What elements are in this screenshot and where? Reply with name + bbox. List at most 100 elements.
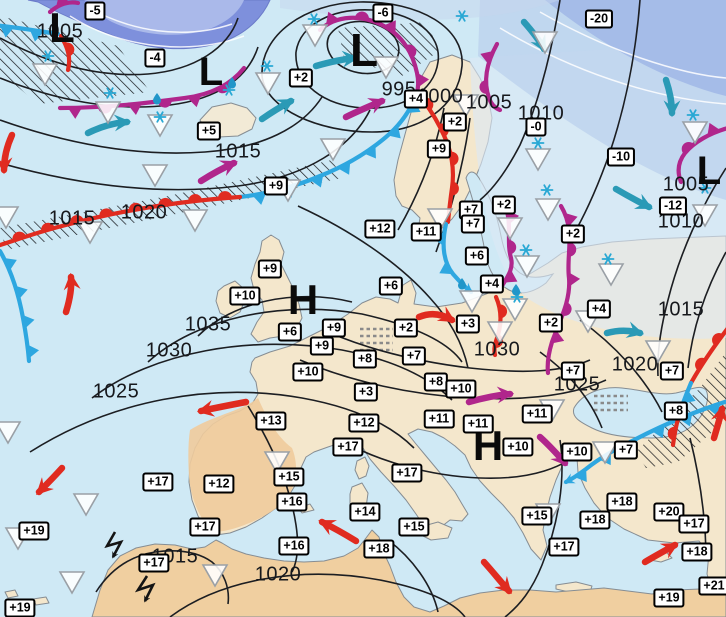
front-semicircle <box>355 11 369 20</box>
front-triangle <box>417 73 430 88</box>
red-flow-arrow <box>415 306 456 324</box>
front-semicircle <box>406 44 417 58</box>
land-region <box>32 596 50 606</box>
red-flow-arrow <box>62 272 81 316</box>
cold-front <box>0 248 40 364</box>
red-flow-arrow <box>0 131 16 175</box>
isobar-line <box>169 573 466 617</box>
snowflake-symbol <box>153 111 167 123</box>
front-triangle <box>0 25 14 38</box>
isobar-line <box>687 251 726 369</box>
front-triangle <box>551 330 565 344</box>
front-triangle <box>3 257 17 271</box>
shower-triangle-symbol <box>691 204 719 228</box>
red-flow-arrow <box>641 541 679 566</box>
front-triangle <box>651 425 665 439</box>
shower-triangle-symbol <box>72 493 100 517</box>
snowflake-symbol <box>698 182 712 194</box>
front-semicircle <box>479 80 488 95</box>
purple-flow-arrow <box>197 159 238 185</box>
front-triangle <box>27 344 40 359</box>
land-region <box>4 589 19 599</box>
shower-triangle-symbol <box>301 24 329 48</box>
front-semicircle <box>508 240 517 255</box>
isobar-line <box>0 17 239 76</box>
purple-flow-arrow <box>342 97 386 121</box>
snowflake-symbol <box>686 109 700 121</box>
front-triangle <box>383 20 396 34</box>
front-triangle <box>682 390 696 404</box>
raindrop-symbol <box>228 77 236 89</box>
raindrop-symbol <box>512 284 520 296</box>
isobar-line <box>147 308 463 363</box>
shower-triangle-symbol <box>31 63 59 87</box>
teal-flow-arrow <box>662 76 681 118</box>
front-triangle <box>387 125 401 139</box>
isobar-line <box>261 1 463 133</box>
isobar-line <box>579 319 663 413</box>
front-triangle <box>29 29 44 42</box>
snowflake-symbol <box>455 10 469 22</box>
squall-symbol <box>104 531 124 559</box>
front-triangle <box>565 212 578 227</box>
front-triangle <box>56 0 70 7</box>
shower-triangle-symbol <box>58 571 86 595</box>
snowflake-symbol <box>307 13 321 25</box>
front-semicircle <box>499 304 508 319</box>
isobar-line <box>247 405 299 573</box>
shower-triangle-symbol <box>513 255 541 279</box>
front-semicircle <box>568 242 577 257</box>
front-semicircle <box>99 208 114 217</box>
isobar-line <box>575 0 641 231</box>
front-semicircle <box>128 202 143 211</box>
front-triangle <box>127 103 142 115</box>
teal-flow-arrow <box>603 321 645 338</box>
front-triangle <box>568 272 581 287</box>
shower-triangle-symbol <box>426 208 454 232</box>
isobar-line <box>504 439 563 617</box>
shower-triangle-symbol <box>681 121 709 145</box>
occluded-front <box>317 11 430 96</box>
cold-airmass-band <box>280 0 560 20</box>
front-semicircle <box>70 215 84 224</box>
shower-triangle-symbol <box>181 209 209 233</box>
isobar-line <box>29 391 415 453</box>
front-triangle <box>15 285 28 300</box>
isobar-line <box>95 550 230 605</box>
warm-front <box>58 33 75 73</box>
shower-triangle-symbol <box>372 56 400 80</box>
shower-triangle-symbol <box>0 206 20 230</box>
front-semicircle <box>157 99 172 108</box>
shower-triangle-symbol <box>644 340 672 364</box>
front-triangle <box>22 314 35 329</box>
snowflake-symbol <box>103 87 117 99</box>
front-triangle <box>439 261 453 275</box>
front-semicircle <box>218 191 233 199</box>
shower-triangle-symbol <box>534 198 562 222</box>
shower-triangle-symbol <box>0 421 22 445</box>
red-flow-arrow <box>480 558 513 595</box>
snowflake-symbol <box>531 137 545 149</box>
shower-triangle-symbol <box>146 114 174 138</box>
front-semicircle <box>562 302 572 316</box>
raindrop-symbol <box>153 93 161 105</box>
shower-triangle-symbol <box>496 217 524 241</box>
front-semicircle <box>158 197 173 206</box>
front-triangle <box>707 122 721 136</box>
front-triangle <box>310 174 324 188</box>
front-triangle <box>504 270 518 283</box>
isobar-line <box>297 205 469 369</box>
front-triangle <box>252 192 267 205</box>
front-semicircle <box>681 141 694 154</box>
teal-flow-arrow <box>258 97 295 123</box>
shower-triangle-symbol <box>486 321 514 345</box>
shower-triangle-symbol <box>201 564 229 588</box>
warm-front <box>667 416 681 448</box>
shower-triangle-symbol <box>458 290 486 314</box>
front-semicircle <box>450 181 459 196</box>
teal-flow-arrow <box>312 50 360 70</box>
occluded-front <box>676 122 726 185</box>
isobar-line <box>387 539 439 613</box>
thickness-contour <box>539 11 726 79</box>
